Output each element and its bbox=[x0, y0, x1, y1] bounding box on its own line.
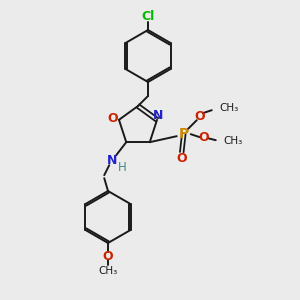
Text: N: N bbox=[153, 109, 163, 122]
Text: O: O bbox=[108, 112, 118, 125]
Text: P: P bbox=[178, 127, 189, 141]
Text: O: O bbox=[103, 250, 113, 262]
Text: N: N bbox=[107, 154, 117, 167]
Text: O: O bbox=[176, 152, 187, 165]
Text: O: O bbox=[194, 110, 205, 123]
Text: Cl: Cl bbox=[141, 11, 154, 23]
Text: CH₃: CH₃ bbox=[220, 103, 239, 113]
Text: H: H bbox=[118, 161, 127, 174]
Text: CH₃: CH₃ bbox=[98, 266, 118, 276]
Text: O: O bbox=[198, 131, 209, 144]
Text: CH₃: CH₃ bbox=[224, 136, 243, 146]
